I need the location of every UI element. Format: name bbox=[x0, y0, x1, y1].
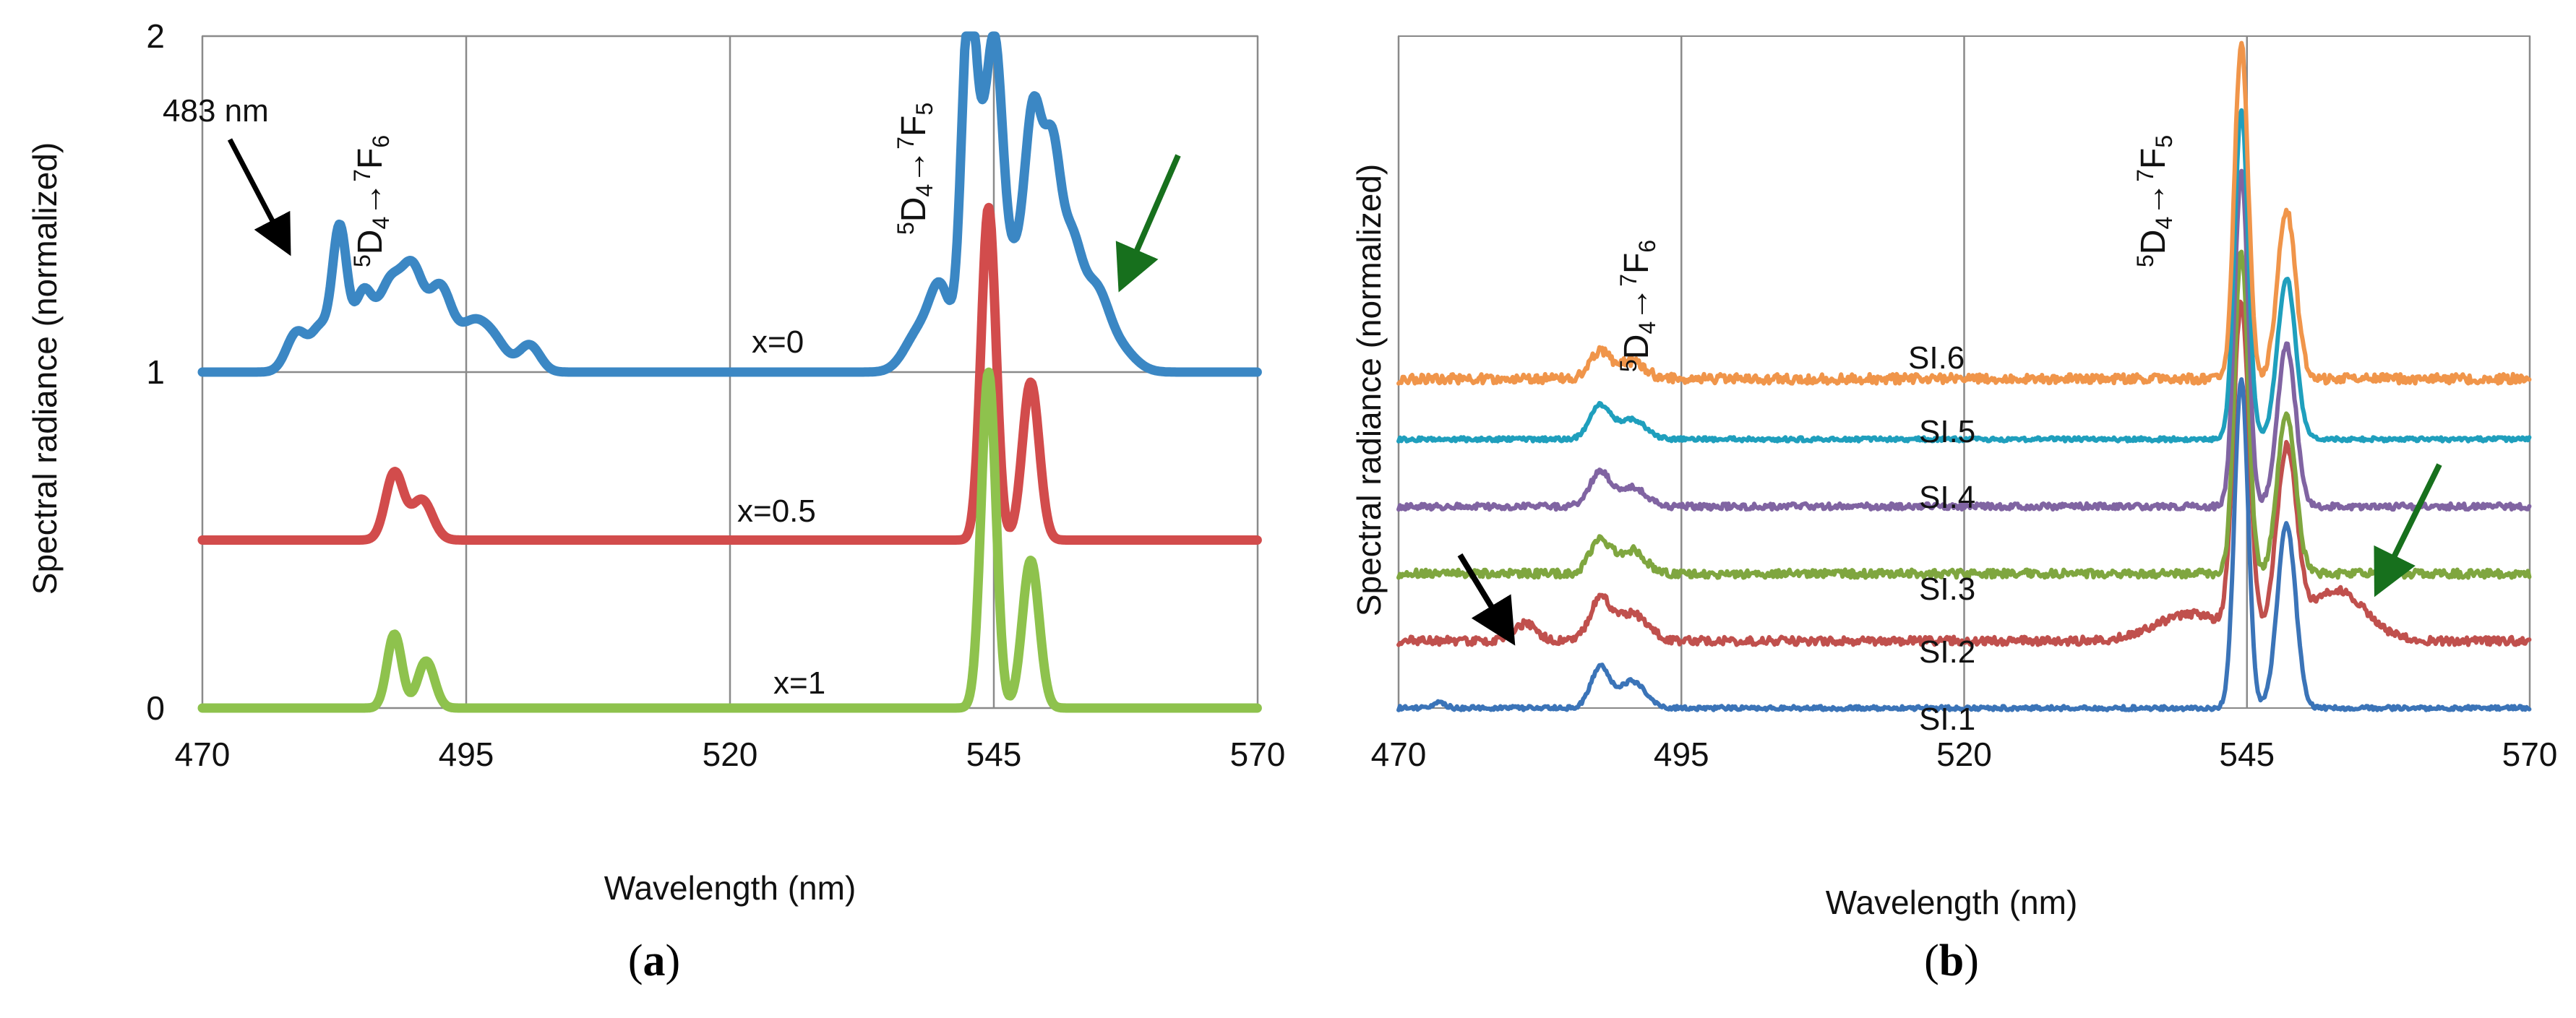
annotation-arrow-483nm bbox=[227, 138, 291, 256]
y-tick-label: 2 bbox=[146, 17, 165, 55]
panel-b-label: (b) bbox=[1924, 936, 1979, 985]
panel-a-transition-7f5: 5D4→7F5 bbox=[893, 103, 937, 235]
curve-label-si1: SI.1 bbox=[1919, 702, 1975, 737]
panel-a-transition-7f6: 5D4→7F6 bbox=[349, 135, 394, 267]
panel-b: 470 495 520 545 570 Wavelength (nm) Spectral… bbox=[1350, 35, 2558, 985]
annotation-arrow-green-b bbox=[2374, 463, 2442, 598]
series-line-x-0 bbox=[197, 31, 1262, 377]
curve-label-x0: x=0 bbox=[752, 324, 804, 360]
x-tick-label: 495 bbox=[1654, 736, 1709, 773]
panel-a-series bbox=[197, 31, 1262, 713]
series-line-x-0-5 bbox=[197, 202, 1262, 545]
series-line-si-2 bbox=[1396, 299, 2532, 647]
series-line-si-4 bbox=[1396, 168, 2532, 512]
y-tick-label: 1 bbox=[146, 353, 165, 391]
annotation-arrow-green-a bbox=[1115, 154, 1181, 293]
x-tick-label: 520 bbox=[703, 736, 758, 773]
series-line-si-6 bbox=[1396, 40, 2532, 386]
x-tick-label: 570 bbox=[2502, 736, 2558, 773]
series-line-si-3 bbox=[1396, 249, 2532, 580]
series-line-x-1 bbox=[197, 367, 1262, 713]
x-tick-label: 545 bbox=[2219, 736, 2275, 773]
panel-b-y-axis-title: Spectral radiance (normalized) bbox=[1350, 164, 1388, 616]
curve-label-si3: SI.3 bbox=[1919, 571, 1975, 607]
curve-label-si5: SI.5 bbox=[1919, 414, 1975, 449]
x-tick-label: 470 bbox=[175, 736, 231, 773]
curve-label-si4: SI.4 bbox=[1919, 480, 1975, 515]
curve-label-si6: SI.6 bbox=[1908, 340, 1965, 376]
x-tick-label: 545 bbox=[966, 736, 1022, 773]
x-tick-label: 520 bbox=[1936, 736, 1992, 773]
panel-a-tick-labels: 470 495 520 545 570 0 1 2 bbox=[146, 17, 1285, 773]
panel-a: 470 495 520 545 570 0 1 2 Wavelength (nm) Spect… bbox=[26, 17, 1285, 985]
panel-a-x-axis-title: Wavelength (nm) bbox=[604, 869, 856, 907]
x-tick-label: 470 bbox=[1371, 736, 1427, 773]
panel-b-x-axis-title: Wavelength (nm) bbox=[1826, 884, 2078, 921]
panel-a-y-axis-title: Spectral radiance (normalized) bbox=[26, 142, 64, 595]
curve-label-x05: x=0.5 bbox=[737, 493, 816, 529]
panel-b-series bbox=[1396, 40, 2532, 712]
series-line-si-5 bbox=[1396, 108, 2532, 444]
x-tick-label: 495 bbox=[439, 736, 494, 773]
panel-a-label: (a) bbox=[628, 936, 680, 985]
panel-b-transition-7f5: 5D4→7F5 bbox=[2132, 135, 2177, 267]
series-line-si-1 bbox=[1396, 377, 2532, 712]
curve-label-si2: SI.2 bbox=[1919, 634, 1975, 670]
x-tick-label: 570 bbox=[1230, 736, 1286, 773]
panel-b-transition-7f6: 5D4→7F6 bbox=[1615, 240, 1660, 372]
curve-label-x1: x=1 bbox=[773, 665, 825, 701]
annotation-483nm: 483 nm bbox=[163, 93, 269, 129]
y-tick-label: 0 bbox=[146, 689, 165, 727]
panel-b-tick-labels: 470 495 520 545 570 bbox=[1371, 736, 2558, 773]
annotation-arrow-black-b bbox=[1457, 553, 1516, 646]
